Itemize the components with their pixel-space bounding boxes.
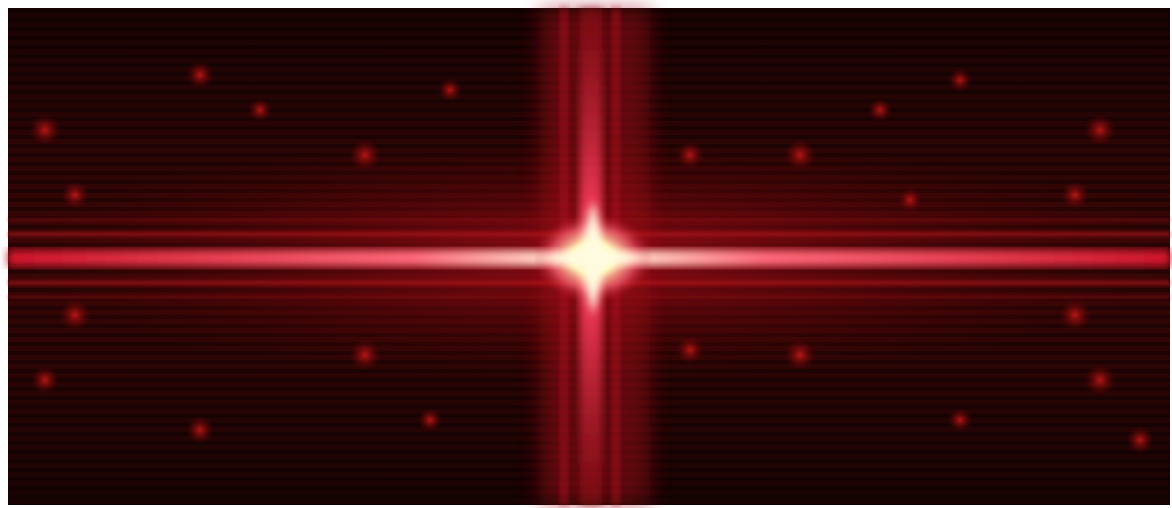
spectrum-image bbox=[0, 0, 1172, 508]
page bbox=[0, 0, 1172, 508]
